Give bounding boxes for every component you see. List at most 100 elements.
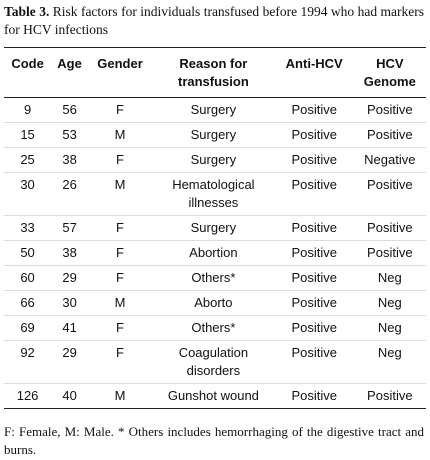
table-cell: 50 [4, 240, 52, 266]
table-row: 15 53 M Surgery Positive Positive [4, 122, 426, 148]
table-cell: 126 [4, 383, 52, 409]
cell-line: Code [11, 56, 44, 71]
cell-line: Coagulation [178, 345, 249, 360]
column-header: HCV Genome [353, 47, 426, 98]
column-header: Age [51, 47, 89, 98]
caption-text: Risk factors for individuals transfused … [4, 4, 424, 37]
cell-line: Age [57, 56, 82, 71]
table-cell: Others* [151, 265, 275, 291]
cell-line: Aborto [194, 295, 233, 310]
table-cell: Positive [274, 147, 354, 173]
table-cell: Positive [353, 240, 426, 266]
table-cell: 41 [51, 315, 89, 341]
table-cell: Neg [353, 290, 426, 316]
table-cell: M [88, 383, 152, 409]
table-cell: Neg [353, 315, 426, 341]
table-cell: 38 [51, 240, 89, 266]
table-cell: Positive [274, 315, 354, 341]
cell-line: Surgery [190, 220, 237, 235]
table-cell: Positive [274, 97, 354, 123]
column-header: Reason for transfusion [151, 47, 275, 98]
table-cell: F [88, 97, 152, 123]
table-cell: 56 [51, 97, 89, 123]
table-cell: M [88, 172, 152, 216]
table-cell: F [88, 147, 152, 173]
cell-line: Others* [191, 320, 236, 335]
table-cell: Positive [353, 122, 426, 148]
column-header: Gender [88, 47, 152, 98]
table-cell: Gunshot wound [151, 383, 275, 409]
table-row: 60 29 F Others* Positive Neg [4, 265, 426, 291]
table-row: 50 38 F Abortion Positive Positive [4, 240, 426, 266]
cell-line: Surgery [190, 127, 237, 142]
table-cell: M [88, 122, 152, 148]
table-cell: 38 [51, 147, 89, 173]
cell-line: Reason for [179, 56, 248, 71]
table-cell: Negative [353, 147, 426, 173]
table-cell: Positive [353, 97, 426, 123]
cell-line: disorders [186, 363, 241, 378]
cell-line: HCV [376, 56, 404, 71]
table-cell: 33 [4, 215, 52, 241]
table-cell: Positive [274, 383, 354, 409]
table: Code Age Gender Reason for transfusion Anti-H… [4, 47, 426, 409]
table-cell: Positive [274, 122, 354, 148]
table-row: 69 41 F Others* Positive Neg [4, 315, 426, 341]
table-cell: Positive [274, 340, 354, 384]
table-cell: 30 [4, 172, 52, 216]
column-header: Anti-HCV [274, 47, 354, 98]
cell-line: Others* [191, 270, 236, 285]
table-row: 30 26 M Hematological illnesses Positive Posit… [4, 172, 426, 216]
table-cell: Positive [274, 265, 354, 291]
table-row: 9 56 F Surgery Positive Positive [4, 97, 426, 123]
table-cell: Surgery [151, 122, 275, 148]
table-cell: M [88, 290, 152, 316]
caption: Table 3. Risk factors for individuals tr… [4, 3, 424, 39]
table-cell: F [88, 315, 152, 341]
table-cell: Positive [353, 215, 426, 241]
table-row: 66 30 M Aborto Positive Neg [4, 290, 426, 316]
table-cell: Hematological illnesses [151, 172, 275, 216]
table-cell: Positive [274, 240, 354, 266]
cell-line: Abortion [189, 245, 238, 260]
table-cell: 69 [4, 315, 52, 341]
table-cell: Surgery [151, 147, 275, 173]
table-cell: 92 [4, 340, 52, 384]
table-cell: 53 [51, 122, 89, 148]
cell-line: Surgery [190, 102, 237, 117]
cell-line: Surgery [190, 152, 237, 167]
table-cell: F [88, 265, 152, 291]
cell-line: Hematological [172, 177, 255, 192]
table-cell: 29 [51, 265, 89, 291]
table-row: 126 40 M Gunshot wound Positive Positive [4, 383, 426, 409]
cell-line: transfusion [177, 74, 249, 89]
cell-line: Gunshot wound [167, 388, 259, 403]
table-cell: Neg [353, 340, 426, 384]
table-cell: Positive [353, 172, 426, 216]
column-header: Code [4, 47, 52, 98]
table-cell: Positive [274, 290, 354, 316]
table-cell: F [88, 340, 152, 384]
table-cell: Aborto [151, 290, 275, 316]
table-cell: F [88, 215, 152, 241]
table-cell: 57 [51, 215, 89, 241]
table-row: 33 57 F Surgery Positive Positive [4, 215, 426, 241]
cell-line: illnesses [188, 195, 239, 210]
table-cell: F [88, 240, 152, 266]
table-cell: 60 [4, 265, 52, 291]
table-cell: Neg [353, 265, 426, 291]
table-cell: Abortion [151, 240, 275, 266]
cell-line: Genome [363, 74, 416, 89]
table-cell: Coagulation disorders [151, 340, 275, 384]
table-row: 92 29 F Coagulation disorders Positive Neg [4, 340, 426, 384]
table-cell: Positive [353, 383, 426, 409]
table-cell: 40 [51, 383, 89, 409]
table-cell: Positive [274, 172, 354, 216]
table-cell: 15 [4, 122, 52, 148]
table-cell: Positive [274, 215, 354, 241]
table-cell: 26 [51, 172, 89, 216]
table-cell: 9 [4, 97, 52, 123]
table-cell: 29 [51, 340, 89, 384]
table-cell: 25 [4, 147, 52, 173]
